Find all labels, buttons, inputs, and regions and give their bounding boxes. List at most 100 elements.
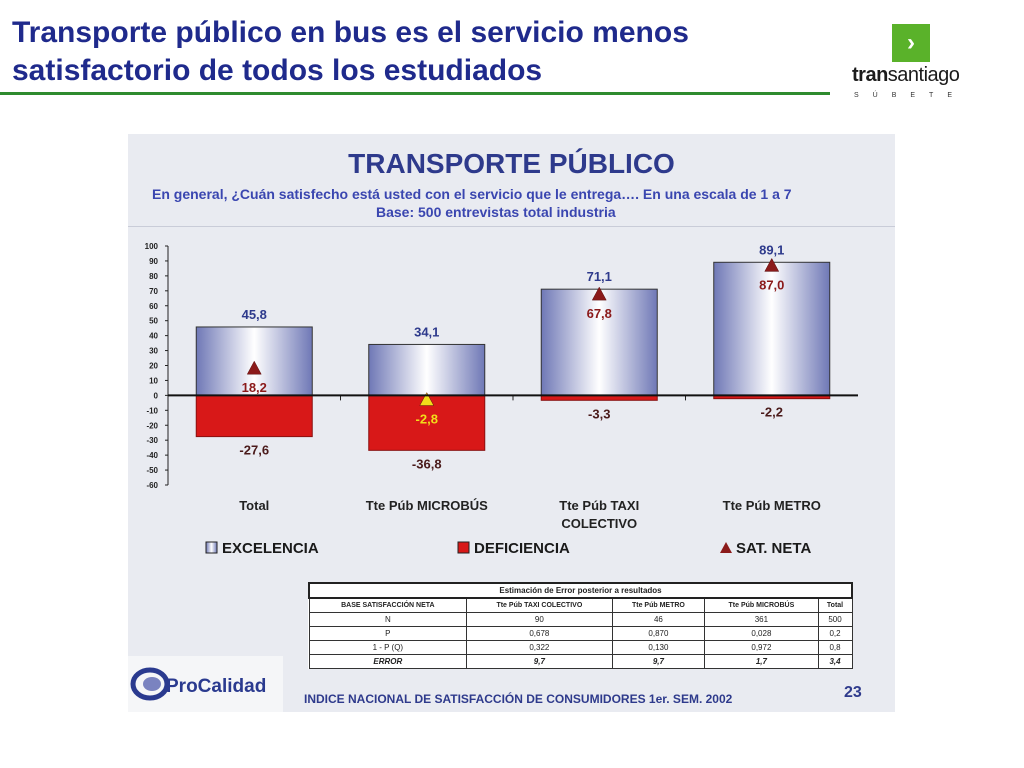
page-number: 23 (844, 684, 862, 701)
table-cell: ERROR (308, 654, 468, 669)
y-tick-label: -50 (146, 466, 158, 475)
y-tick-label: 60 (149, 302, 158, 311)
error-table: Estimación de Error posterior a resultad… (308, 582, 853, 669)
y-tick-label: -20 (146, 421, 158, 430)
table-cell: 1 - P (Q) (308, 640, 468, 655)
label-sat-neta: 67,8 (587, 306, 612, 321)
procalidad-logo: ProCalidad (128, 656, 283, 712)
legend-swatch (205, 541, 218, 554)
y-tick-label: -10 (146, 406, 158, 415)
label-sat-neta: 18,2 (242, 380, 267, 395)
table-cell: P (308, 626, 468, 641)
panel-title: TRANSPORTE PÚBLICO (348, 148, 675, 179)
transantiago-logo: › transantiago SÚBETE (848, 22, 978, 102)
table-cell: N (308, 612, 468, 627)
y-tick-label: 30 (149, 347, 158, 356)
table-cell: 9,7 (611, 654, 706, 669)
table-cell: 0,2 (817, 626, 853, 641)
chart-panel: TRANSPORTE PÚBLICO En general, ¿Cuán sat… (128, 134, 895, 712)
table-cell: 0,972 (704, 640, 819, 655)
table-cell: 361 (704, 612, 819, 627)
table-cell: 0,130 (611, 640, 706, 655)
label-excelencia: 89,1 (759, 242, 784, 257)
slide-title-line-1: Transporte público en bus es el servicio… (12, 16, 689, 49)
panel-footer: INDICE NACIONAL DE SATISFACCIÓN DE CONSU… (304, 692, 733, 706)
logo-word-rest: santiago (887, 64, 960, 86)
table-cell: 500 (817, 612, 853, 627)
table-row: 1 - P (Q) 0,322 0,130 0,972 0,8 (308, 640, 853, 655)
label-excelencia: 71,1 (587, 269, 612, 284)
label-deficiencia: -2,2 (761, 405, 783, 420)
y-tick-label: -40 (146, 451, 158, 460)
label-deficiencia: -36,8 (412, 456, 442, 471)
table-cell: 0,870 (611, 626, 706, 641)
error-table-header-cell: Tte Púb MICROBÚS (704, 597, 819, 613)
table-cell: 0,028 (704, 626, 819, 641)
table-cell: 0,8 (817, 640, 853, 655)
y-tick-label: 20 (149, 362, 158, 371)
bar-excelencia (713, 261, 831, 396)
y-tick-label: 80 (149, 272, 158, 281)
bar-excelencia (368, 343, 486, 396)
x-category-label: COLECTIVO (561, 516, 637, 531)
table-row: P 0,678 0,870 0,028 0,2 (308, 626, 853, 641)
label-excelencia: 45,8 (242, 307, 267, 322)
chevron-right-icon: › (892, 24, 930, 62)
label-deficiencia: -3,3 (588, 406, 610, 421)
error-table-header: BASE SATISFACCIÓN NETA Tte Púb TAXI COLE… (308, 597, 853, 613)
table-cell: 1,7 (704, 654, 819, 669)
error-table-header-cell: Tte Púb METRO (611, 597, 706, 613)
legend-label: EXCELENCIA (222, 540, 319, 557)
logo-wordmark: transantiago (852, 64, 960, 87)
slide-title: Transporte público en bus es el servicio… (12, 14, 812, 90)
table-cell: 90 (466, 612, 613, 627)
marker-sat-neta (591, 286, 607, 301)
y-tick-label: 100 (145, 242, 159, 251)
legend-swatch (457, 541, 470, 554)
label-sat-neta: -2,8 (416, 412, 438, 427)
table-cell: 3,4 (817, 654, 853, 669)
table-cell: 0,678 (466, 626, 613, 641)
y-tick-label: 0 (154, 391, 159, 400)
y-tick-label: -60 (146, 481, 158, 490)
legend-label: SAT. NETA (736, 540, 811, 557)
table-cell: 46 (611, 612, 706, 627)
bar-chart: 1009080706050403020100-10-20-30-40-50-60… (145, 242, 858, 557)
x-category-label: Tte Púb MICROBÚS (366, 498, 488, 513)
panel-question: En general, ¿Cuán satisfecho está usted … (152, 186, 792, 202)
marker-sat-neta (419, 392, 435, 406)
table-row-error: ERROR 9,7 9,7 1,7 3,4 (308, 654, 853, 669)
table-cell: 0,322 (466, 640, 613, 655)
y-tick-label: 50 (149, 317, 158, 326)
y-tick-label: 70 (149, 287, 158, 296)
procalidad-swoosh-icon (130, 667, 170, 701)
y-tick-label: 90 (149, 257, 158, 266)
label-sat-neta: 87,0 (759, 277, 784, 292)
label-excelencia: 34,1 (414, 324, 439, 339)
error-table-header-cell: BASE SATISFACCIÓN NETA (308, 597, 468, 613)
y-tick-label: 40 (149, 332, 158, 341)
marker-sat-neta (246, 360, 262, 375)
error-table-header-cell: Total (817, 597, 853, 613)
x-category-label: Tte Púb TAXI (559, 498, 639, 513)
x-category-label: Total (239, 498, 269, 513)
bar-deficiencia (195, 394, 313, 438)
slide-title-line-2: satisfactorio de todos los estudiados (12, 54, 543, 87)
x-category-label: Tte Púb METRO (723, 498, 821, 513)
label-deficiencia: -27,6 (239, 443, 269, 458)
logo-word-bold: tran (852, 64, 888, 86)
title-underline (0, 92, 830, 95)
legend-label: DEFICIENCIA (474, 540, 570, 557)
error-table-caption: Estimación de Error posterior a resultad… (308, 582, 853, 599)
legend-swatch (720, 542, 732, 553)
bar-excelencia (540, 288, 658, 396)
table-cell: 9,7 (466, 654, 613, 669)
marker-sat-neta (764, 257, 780, 272)
error-table-header-cell: Tte Púb TAXI COLECTIVO (466, 597, 613, 613)
panel-base: Base: 500 entrevistas total industria (376, 204, 616, 220)
procalidad-name: ProCalidad (166, 676, 267, 697)
panel-divider (128, 226, 895, 227)
table-row: N 90 46 361 500 (308, 612, 853, 627)
y-tick-label: 10 (149, 376, 158, 385)
y-tick-label: -30 (146, 436, 158, 445)
